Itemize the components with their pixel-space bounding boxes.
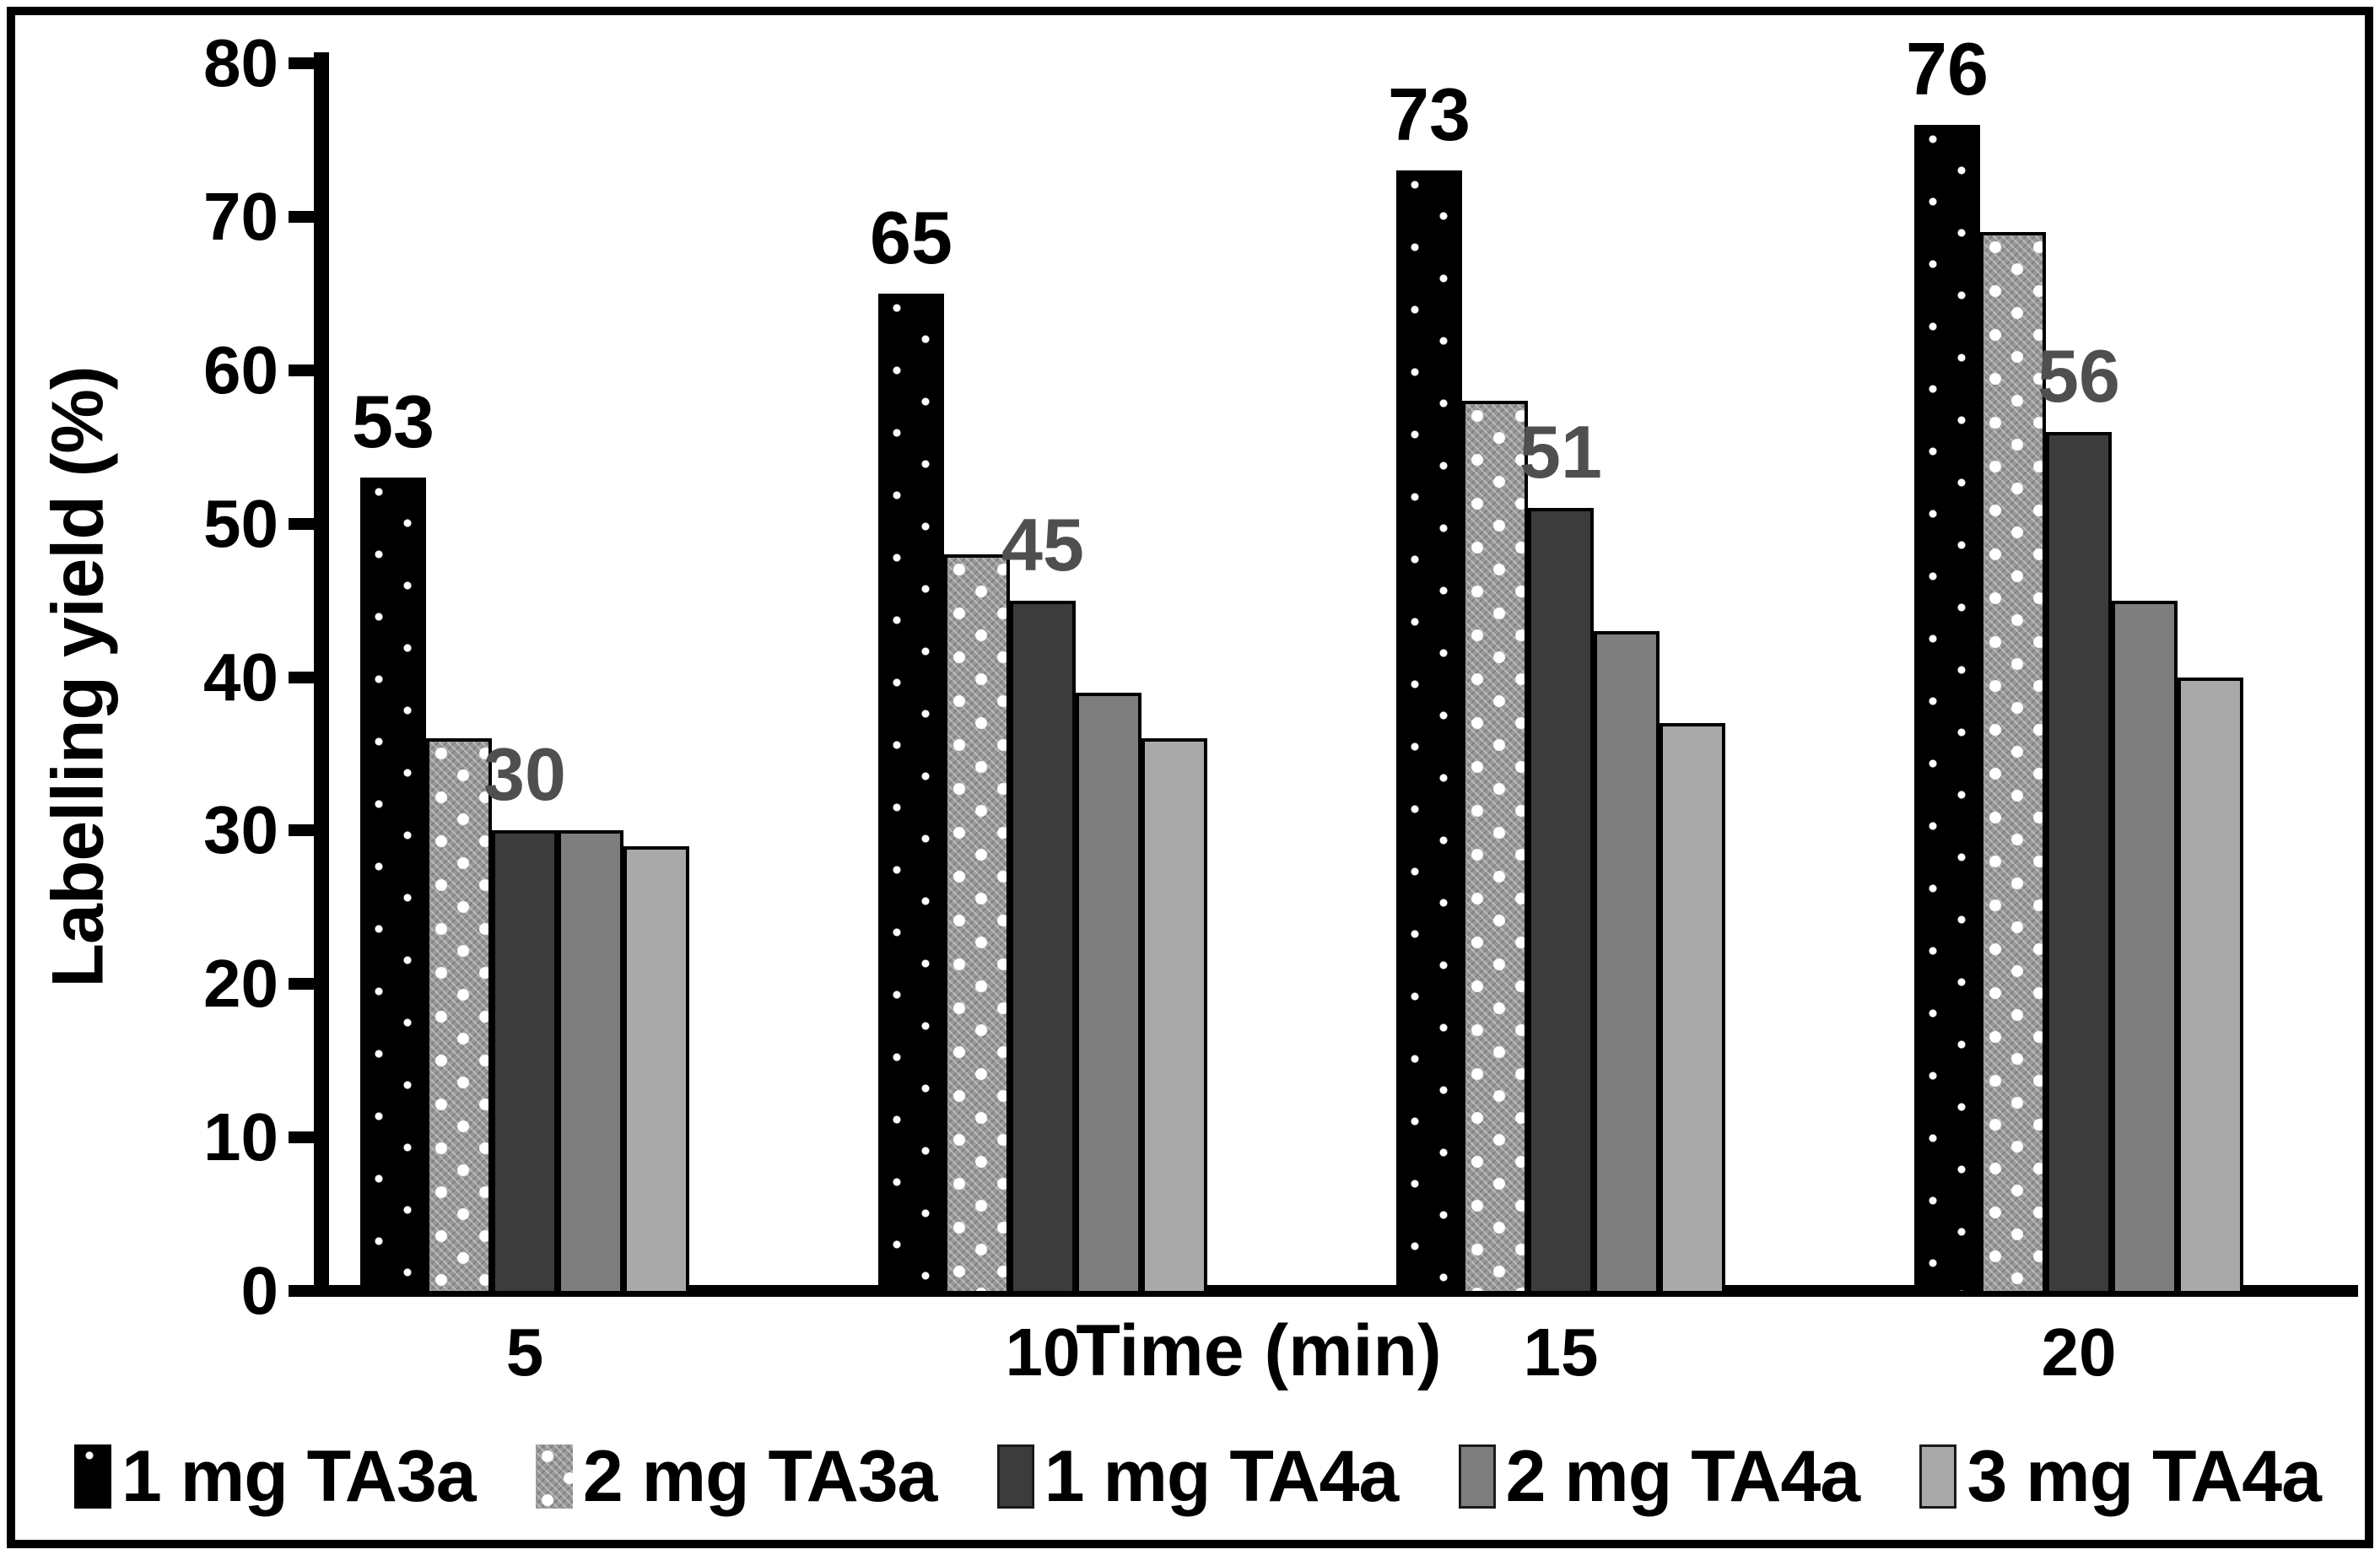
- y-tick-mark: [289, 364, 316, 376]
- y-tick-mark: [289, 671, 316, 683]
- legend-item-1-mg-ta3a: 1 mg TA3a: [74, 1435, 477, 1519]
- legend-label: 1 mg TA4a: [1044, 1435, 1400, 1517]
- y-tick-mark: [289, 1131, 316, 1144]
- y-tick-label: 20: [203, 946, 278, 1022]
- bar-3-mg-ta4a-t5: [623, 845, 689, 1294]
- y-tick-label: 80: [203, 25, 278, 100]
- bar-1-mg-ta3a-t15: [1396, 170, 1462, 1294]
- legend-swatch: [996, 1444, 1034, 1509]
- bar-value-label: 30: [483, 732, 566, 817]
- x-tick-label-10: 10: [1005, 1315, 1081, 1390]
- y-tick-label: 10: [203, 1099, 278, 1175]
- bar-value-label: 65: [870, 195, 953, 279]
- legend-item-2-mg-ta3a: 2 mg TA3a: [535, 1435, 938, 1519]
- y-tick-mark: [289, 824, 316, 837]
- y-tick-label: 0: [240, 1253, 279, 1328]
- bar-1-mg-ta3a-t5: [360, 478, 426, 1294]
- x-tick-label-5: 5: [505, 1315, 544, 1390]
- y-axis-title: Labelling yield (%): [15, 63, 142, 1291]
- bar-1-mg-ta4a-t15: [1528, 508, 1594, 1294]
- bar-2-mg-ta3a-t5: [426, 738, 492, 1294]
- bar-value-label: 76: [1906, 26, 1989, 111]
- y-axis-title-text: Labelling yield (%): [37, 366, 119, 988]
- legend-item-3-mg-ta4a: 3 mg TA4a: [1919, 1435, 2322, 1519]
- bar-3-mg-ta4a-t15: [1660, 723, 1725, 1294]
- bar-2-mg-ta4a-t10: [1076, 692, 1141, 1294]
- bar-2-mg-ta4a-t15: [1594, 630, 1660, 1294]
- y-tick-label: 60: [203, 332, 278, 408]
- bar-value-label: 56: [2037, 333, 2120, 418]
- bar-value-label: 53: [352, 380, 434, 464]
- y-tick-mark: [289, 978, 316, 991]
- bar-2-mg-ta3a-t20: [1980, 232, 2046, 1294]
- bar-1-mg-ta4a-t10: [1010, 600, 1076, 1294]
- bar-3-mg-ta4a-t20: [2178, 677, 2243, 1294]
- legend-label: 2 mg TA4a: [1505, 1435, 1861, 1517]
- chart-legend: 1 mg TA3a 2 mg TA3a 1 mg TA4a 2 mg TA4a 3 mg…: [74, 1426, 2322, 1527]
- bar-1-mg-ta4a-t20: [2046, 431, 2112, 1294]
- legend-label: 1 mg TA3a: [121, 1435, 477, 1517]
- x-tick-label-15: 15: [1523, 1315, 1599, 1390]
- legend-swatch: [74, 1444, 111, 1509]
- y-tick-label: 70: [203, 178, 278, 254]
- x-tick-label-20: 20: [2041, 1315, 2117, 1390]
- y-tick-mark: [289, 517, 316, 530]
- bar-2-mg-ta4a-t5: [558, 830, 623, 1294]
- bar-1-mg-ta3a-t10: [878, 293, 944, 1294]
- legend-item-1-mg-ta4a: 1 mg TA4a: [996, 1435, 1400, 1519]
- x-axis-line: [314, 1285, 2358, 1297]
- y-tick-mark: [289, 210, 316, 223]
- legend-swatch: [1919, 1444, 1957, 1509]
- legend-swatch: [535, 1444, 573, 1509]
- bar-2-mg-ta3a-t15: [1462, 401, 1528, 1294]
- y-tick-mark: [289, 1285, 316, 1297]
- legend-label: 2 mg TA3a: [582, 1435, 938, 1517]
- bar-2-mg-ta3a-t10: [944, 554, 1010, 1294]
- legend-label: 3 mg TA4a: [1967, 1435, 2322, 1517]
- bar-value-label: 51: [1519, 410, 1602, 494]
- y-tick-mark: [289, 57, 316, 69]
- bar-2-mg-ta4a-t20: [2112, 600, 2178, 1294]
- y-tick-label: 50: [203, 485, 278, 561]
- y-axis-line: [314, 52, 329, 1297]
- y-tick-label: 30: [203, 792, 278, 868]
- bar-1-mg-ta3a-t20: [1914, 124, 1980, 1294]
- legend-swatch: [1458, 1444, 1496, 1509]
- legend-item-2-mg-ta4a: 2 mg TA4a: [1458, 1435, 1861, 1519]
- bar-value-label: 73: [1388, 73, 1471, 157]
- bar-value-label: 45: [1001, 502, 1084, 586]
- bar-1-mg-ta4a-t5: [492, 830, 558, 1294]
- bar-3-mg-ta4a-t10: [1141, 738, 1207, 1294]
- y-tick-label: 40: [203, 639, 278, 715]
- x-axis-title: Time (min): [1076, 1310, 1442, 1391]
